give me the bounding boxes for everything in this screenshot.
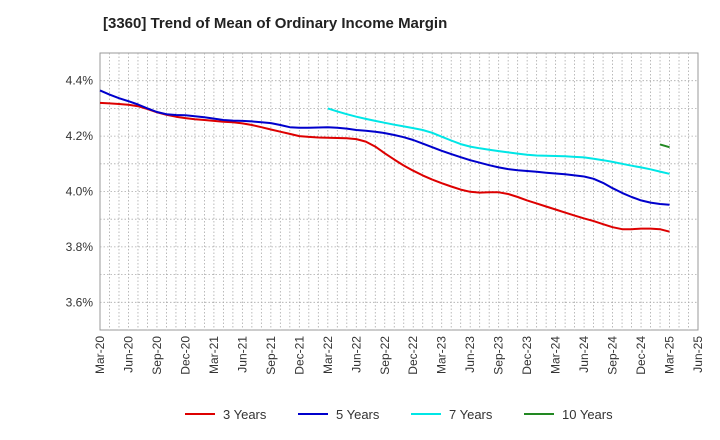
x-tick-label: Dec-21 [292,336,306,375]
x-tick-label: Dec-24 [634,336,648,375]
chart-title: [3360] Trend of Mean of Ordinary Income … [103,15,448,32]
y-tick-label: 3.8% [66,240,94,254]
x-tick-label: Jun-21 [235,336,249,373]
series-line-10-years [659,143,670,149]
series-line-3-years [99,101,670,233]
x-tick-label: Jun-25 [691,336,705,373]
x-tick-label: Mar-25 [663,336,677,374]
x-tick-label: Dec-23 [520,336,534,375]
x-tick-label: Mar-20 [93,336,107,374]
x-tick-label: Jun-24 [577,336,591,373]
x-tick-label: Jun-23 [463,336,477,373]
x-tick-label: Jun-20 [121,336,135,373]
x-tick-label: Mar-21 [207,336,221,374]
x-tick-label: Mar-23 [435,336,449,374]
x-tick-label: Sep-24 [606,336,620,375]
series-lines [99,89,670,233]
x-tick-label: Mar-24 [549,336,563,374]
x-tick-label: Mar-22 [321,336,335,374]
x-axis: Mar-20 Jun-20 Sep-20 Dec-20 Mar-21 Jun-21 Sep-… [93,336,705,375]
y-tick-label: 4.4% [66,74,94,88]
x-tick-label: Jun-22 [349,336,363,373]
x-tick-label: Sep-22 [378,336,392,375]
y-axis: 3.6% 3.8% 4.0% 4.2% 4.4% [66,74,94,310]
series-line-7-years [327,107,670,175]
y-tick-label: 4.2% [66,129,94,143]
y-tick-label: 4.0% [66,185,94,199]
x-tick-label: Dec-22 [406,336,420,375]
legend-label: 5 Years [336,407,380,422]
y-tick-label: 3.6% [66,295,94,309]
x-tick-label: Dec-20 [178,336,192,375]
series-line-5-years [99,89,670,206]
legend-label: 3 Years [223,407,267,422]
x-tick-label: Sep-20 [150,336,164,375]
legend-label: 10 Years [562,407,613,422]
legend: 3 Years 5 Years 7 Years 10 Years [185,407,613,422]
grid [100,53,698,330]
legend-label: 7 Years [449,407,493,422]
x-tick-label: Sep-23 [492,336,506,375]
x-tick-label: Sep-21 [264,336,278,375]
